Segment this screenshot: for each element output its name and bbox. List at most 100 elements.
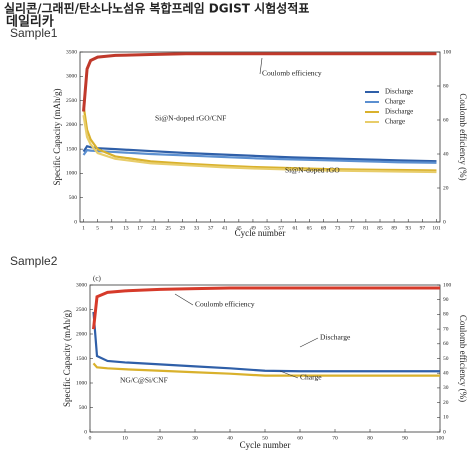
series-line: [92, 311, 440, 373]
y2-tick-label: 100: [443, 282, 452, 288]
y2-tick-label: 0: [443, 429, 446, 435]
x-axis-label: Cycle number: [235, 228, 286, 238]
series-line: [82, 114, 437, 174]
x-tick-label: 0: [89, 435, 92, 441]
x-tick-label: 37: [208, 225, 214, 231]
annotation: NG/C@Si/CNF: [120, 376, 168, 385]
y2-tick-label: 40: [443, 370, 449, 376]
x-tick-label: 33: [194, 225, 200, 231]
y-axis-label: Specific Capacity (mAh/g): [52, 89, 62, 186]
y2-tick-label: 40: [443, 151, 449, 157]
x-tick-label: 61: [293, 225, 299, 231]
x-tick-label: 41: [222, 225, 228, 231]
x-tick-label: 13: [123, 225, 129, 231]
series-line: [82, 52, 437, 112]
y2-tick-label: 60: [443, 117, 449, 123]
y2-tick-label: 90: [443, 297, 449, 303]
series-line: [92, 286, 440, 330]
page-title: 실리콘/그래핀/탄소나노섬유 복합프레임 DGIST 시험성적표: [4, 1, 309, 16]
x-tick-label: 49: [250, 225, 256, 231]
legend-label: Discharge: [385, 108, 413, 116]
y2-tick-label: 30: [443, 385, 449, 391]
y2-tick-label: 60: [443, 341, 449, 347]
x-tick-label: 81: [363, 225, 369, 231]
legend-label: Charge: [385, 118, 405, 126]
x-tick-label: 93: [405, 225, 411, 231]
x-tick-label: 10: [122, 435, 128, 441]
x-tick-label: 21: [151, 225, 157, 231]
y2-axis-label: Coulomb efficiency (%): [458, 93, 468, 180]
y2-tick-label: 80: [443, 83, 449, 89]
y-tick-label: 1500: [66, 146, 77, 152]
y-tick-label: 2500: [66, 98, 77, 104]
series-line: [92, 362, 440, 377]
y2-tick-label: 50: [443, 356, 449, 362]
legend-label: Discharge: [385, 88, 413, 96]
series-line: [82, 148, 437, 164]
y-tick-label: 2500: [76, 307, 87, 313]
x-tick-label: 60: [297, 435, 303, 441]
x-tick-label: 1: [82, 225, 85, 231]
x-tick-label: 80: [367, 435, 373, 441]
x-tick-label: 90: [402, 435, 408, 441]
y2-tick-label: 0: [443, 219, 446, 225]
x-tick-label: 40: [227, 435, 233, 441]
x-tick-label: 85: [377, 225, 383, 231]
x-tick-label: 57: [278, 225, 284, 231]
y2-tick-label: 80: [443, 312, 449, 318]
plot-frame: [89, 284, 441, 433]
panel-label: Sample2: [10, 254, 58, 268]
y-tick-label: 3500: [66, 49, 77, 55]
y-tick-label: 3000: [66, 74, 77, 80]
y2-tick-label: 70: [443, 326, 449, 332]
annotation-arrow: [299, 337, 319, 348]
x-tick-label: 77: [349, 225, 355, 231]
x-tick-label: 69: [321, 225, 327, 231]
y2-tick-label: 100: [443, 49, 452, 55]
annotation: Si@N-doped rGO/CNF: [155, 114, 226, 123]
x-tick-label: 29: [180, 225, 186, 231]
x-tick-label: 73: [335, 225, 341, 231]
y-tick-label: 1500: [76, 356, 87, 362]
x-tick-label: 97: [420, 225, 426, 231]
y-tick-label: 500: [69, 195, 78, 201]
watermark: 데일리카: [6, 14, 54, 30]
annotation-arrow: [174, 293, 194, 306]
corner-label: (c): [93, 275, 101, 283]
y2-axis-label: Coulomb efficiency (%): [458, 315, 468, 402]
y-tick-label: 1000: [76, 380, 87, 386]
y2-tick-label: 20: [443, 185, 449, 191]
annotation: Discharge: [320, 333, 351, 342]
annotation: Si@N-doped rGO: [285, 166, 340, 175]
x-tick-label: 100: [436, 435, 445, 441]
annotation-arrow: [279, 370, 299, 379]
x-tick-label: 65: [307, 225, 313, 231]
annotation-arrow: [259, 57, 263, 75]
x-tick-label: 17: [137, 225, 143, 231]
legend-label: Charge: [385, 98, 405, 106]
annotation: Coulomb efficiency: [195, 300, 255, 309]
x-tick-label: 30: [192, 435, 198, 441]
x-tick-label: 53: [264, 225, 270, 231]
x-tick-label: 25: [165, 225, 171, 231]
y2-tick-label: 10: [443, 415, 449, 421]
x-tick-label: 50: [262, 435, 268, 441]
x-tick-label: 45: [236, 225, 242, 231]
annotation: Coulomb efficiency: [262, 69, 322, 78]
y-tick-label: 3000: [76, 282, 87, 288]
annotation: Charge: [300, 373, 322, 382]
plot-frame: [79, 51, 441, 223]
y-tick-label: 1000: [66, 171, 77, 177]
x-tick-label: 89: [391, 225, 397, 231]
y-axis-label: Specific Capacity (mAh/g): [62, 310, 72, 407]
y-tick-label: 500: [79, 405, 88, 411]
x-axis-label: Cycle number: [240, 440, 291, 450]
x-tick-label: 5: [96, 225, 99, 231]
y-tick-label: 0: [84, 429, 87, 435]
x-tick-label: 9: [110, 225, 113, 231]
y-tick-label: 0: [74, 219, 77, 225]
y-tick-label: 2000: [76, 331, 87, 337]
x-tick-label: 20: [157, 435, 163, 441]
series-line: [82, 105, 437, 172]
